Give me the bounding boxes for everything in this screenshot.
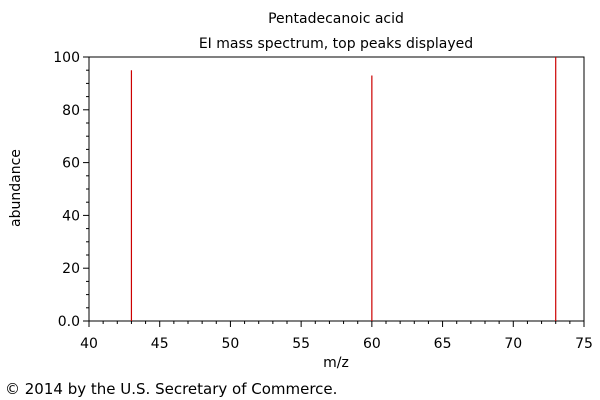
x-tick-label: 50 bbox=[222, 336, 240, 352]
y-tick-label: 40 bbox=[62, 208, 80, 224]
copyright-notice: © 2014 by the U.S. Secretary of Commerce… bbox=[5, 380, 338, 398]
x-tick-label: 75 bbox=[575, 336, 593, 352]
chart-subtitle: EI mass spectrum, top peaks displayed bbox=[199, 36, 473, 52]
x-axis-label: m/z bbox=[323, 355, 349, 371]
x-tick-label: 60 bbox=[363, 336, 381, 352]
y-tick-label: 100 bbox=[53, 50, 80, 66]
y-tick-label: 20 bbox=[62, 261, 80, 277]
y-axis-label: abundance bbox=[8, 149, 24, 227]
chart-title: Pentadecanoic acid bbox=[268, 11, 404, 27]
x-tick-label: 45 bbox=[151, 336, 169, 352]
x-tick-label: 40 bbox=[80, 336, 98, 352]
y-tick-label: 80 bbox=[62, 103, 80, 119]
plot-frame bbox=[88, 56, 585, 322]
y-tick-label: 0.0 bbox=[58, 314, 80, 330]
y-tick-label: 60 bbox=[62, 156, 80, 172]
x-tick-label: 55 bbox=[292, 336, 310, 352]
x-tick-label: 65 bbox=[434, 336, 452, 352]
x-tick-label: 70 bbox=[504, 336, 522, 352]
